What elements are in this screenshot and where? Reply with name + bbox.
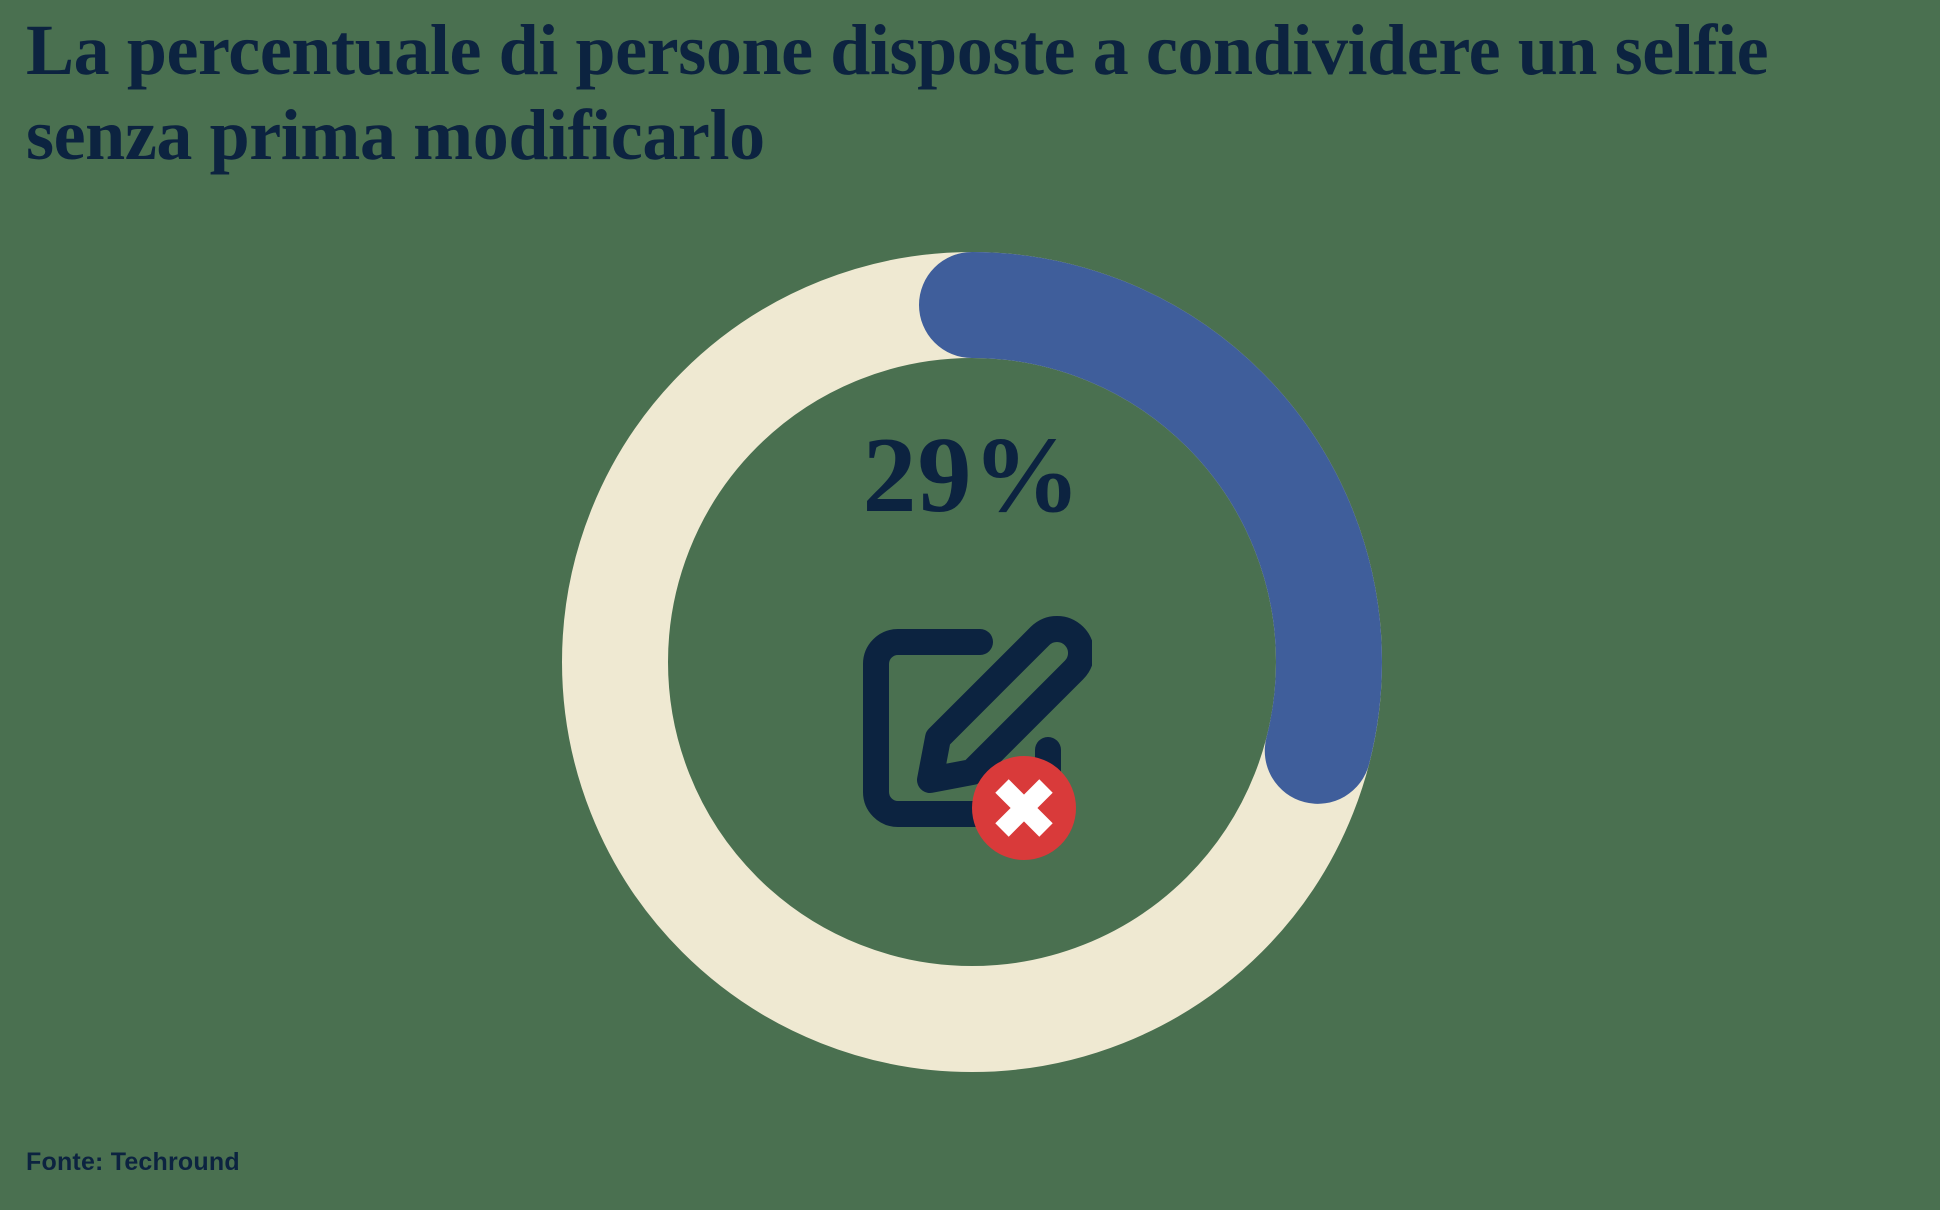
donut-chart-svg <box>562 252 1382 1072</box>
edit-square-with-error-badge-icon <box>852 602 1092 862</box>
edit-square-icon-svg <box>863 615 1092 860</box>
source-caption: Fonte: Techround <box>26 1148 240 1176</box>
donut-segment-value[interactable] <box>562 252 1382 1072</box>
page-title: La percentuale di persone disposte a con… <box>26 10 1769 175</box>
pencil-icon <box>917 615 1092 793</box>
donut-center-value: 29% <box>862 416 1082 535</box>
close-x-icon <box>995 779 1053 837</box>
donut-chart: 29% <box>562 252 1382 1072</box>
